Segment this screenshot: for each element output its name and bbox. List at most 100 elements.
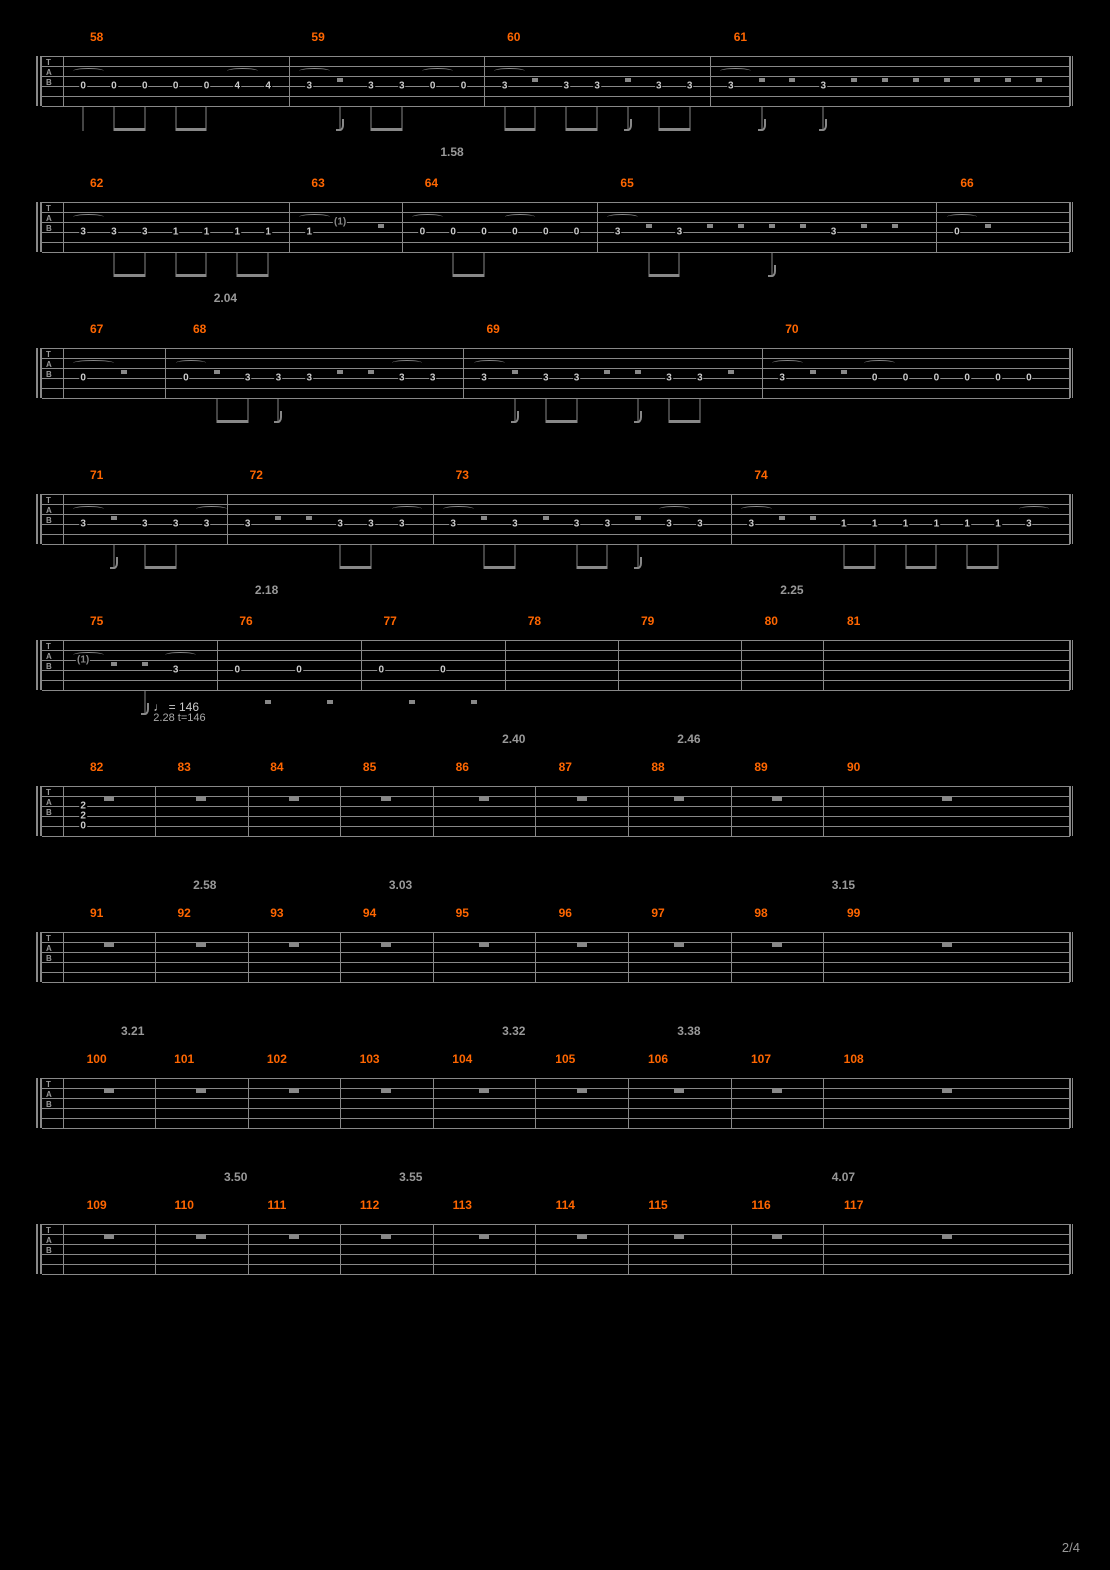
fret-number: 3: [665, 519, 673, 530]
measure-number: 88: [651, 760, 664, 774]
measure-number: 64: [425, 176, 438, 190]
barline: [63, 786, 64, 836]
flag: [634, 411, 642, 423]
measure-number: 91: [90, 906, 103, 920]
tie: [864, 360, 895, 366]
barline: [340, 786, 341, 836]
barline: [731, 1078, 732, 1128]
fret-number: 3: [665, 373, 673, 384]
barline: [63, 56, 64, 106]
timecode: 3.32: [502, 1024, 525, 1038]
fret-number: 0: [110, 81, 118, 92]
measure-number: 85: [363, 760, 376, 774]
measure-number: 58: [90, 30, 103, 44]
fret-number: 4: [264, 81, 272, 92]
fret-number: 3: [819, 81, 827, 92]
tie: [720, 68, 751, 74]
measure-number: 117: [844, 1198, 863, 1212]
tab-system: 3.213.323.38100101102103104105106107108T…: [40, 1052, 1070, 1128]
fret-number: 0: [419, 227, 427, 238]
timecode: 3.55: [399, 1170, 422, 1184]
fret-number: 0: [203, 81, 211, 92]
whole-rest: [772, 943, 782, 947]
barline: [628, 1078, 629, 1128]
fret-number: 3: [79, 227, 87, 238]
fret-number: 3: [614, 227, 622, 238]
whole-rest: [772, 797, 782, 801]
whole-rest: [942, 1089, 952, 1093]
tie: [505, 214, 536, 220]
stem: [874, 544, 875, 569]
rest: [759, 78, 765, 82]
fret-number: 3: [141, 227, 149, 238]
fret-number: 3: [1025, 519, 1033, 530]
measure-number: 99: [847, 906, 860, 920]
barline: [155, 932, 156, 982]
barline: [1070, 640, 1071, 690]
fret-number: 3: [573, 519, 581, 530]
whole-rest: [772, 1235, 782, 1239]
measure-number-row: 3.213.323.38100101102103104105106107108: [40, 1052, 1070, 1070]
tie: [1019, 506, 1050, 512]
tie: [392, 360, 423, 366]
measure-number: 112: [360, 1198, 379, 1212]
measure-number: 107: [751, 1052, 771, 1066]
barline: [731, 494, 732, 544]
beam: [505, 128, 536, 131]
rest: [913, 78, 919, 82]
barline: [63, 1224, 64, 1274]
flag: [274, 411, 282, 423]
tab-system: 6263646566TAB33311111(1)00000033302.04: [40, 176, 1070, 252]
rest: [769, 224, 775, 228]
barline: [227, 494, 228, 544]
barline: [823, 1224, 824, 1274]
measure-number: 105: [555, 1052, 575, 1066]
fret-number: 3: [305, 81, 313, 92]
tab-clef: TAB: [46, 496, 53, 526]
fret-number: 3: [110, 227, 118, 238]
rest: [604, 370, 610, 374]
fret-number: 0: [439, 665, 447, 676]
barline: [1070, 202, 1071, 252]
tab-system: 2.402.46♩ = 1462.28 t=146828384858687888…: [40, 760, 1070, 836]
tie: [947, 214, 978, 220]
beam: [484, 566, 515, 569]
barline: [762, 348, 763, 398]
rest: [779, 516, 785, 520]
stem: [206, 106, 207, 131]
fret-number: 3: [275, 373, 283, 384]
fret-number: 0: [79, 81, 87, 92]
tab-clef: TAB: [46, 934, 53, 964]
barline: [248, 932, 249, 982]
fret-number: 0: [1025, 373, 1033, 384]
end-barline: [1069, 348, 1070, 398]
stem: [936, 544, 937, 569]
measure-number-row: 2.402.46♩ = 1462.28 t=146828384858687888…: [40, 760, 1070, 778]
fret-number: 0: [460, 81, 468, 92]
timecode: 1.58: [440, 145, 463, 159]
stem: [576, 398, 577, 423]
fret-number: 1: [902, 519, 910, 530]
fret-number: 1: [933, 519, 941, 530]
measure-number: 90: [847, 760, 860, 774]
whole-rest: [289, 797, 299, 801]
measure-number: 114: [556, 1198, 575, 1212]
fret-number: 3: [244, 373, 252, 384]
measure-number: 86: [456, 760, 469, 774]
whole-rest: [196, 1235, 206, 1239]
whole-rest: [772, 1089, 782, 1093]
flag: [819, 119, 827, 131]
whole-rest: [104, 1235, 114, 1239]
barline: [628, 786, 629, 836]
measure-number: 100: [87, 1052, 107, 1066]
barline: [63, 348, 64, 398]
tab-staff: TAB3333333333333331111113: [40, 494, 1070, 544]
barline: [63, 1078, 64, 1128]
stem: [607, 544, 608, 569]
stem: [514, 544, 515, 569]
barline: [289, 56, 290, 106]
measure-number: 102: [267, 1052, 287, 1066]
barline: [433, 1078, 434, 1128]
measure-number: 71: [90, 468, 103, 482]
tie: [607, 214, 638, 220]
